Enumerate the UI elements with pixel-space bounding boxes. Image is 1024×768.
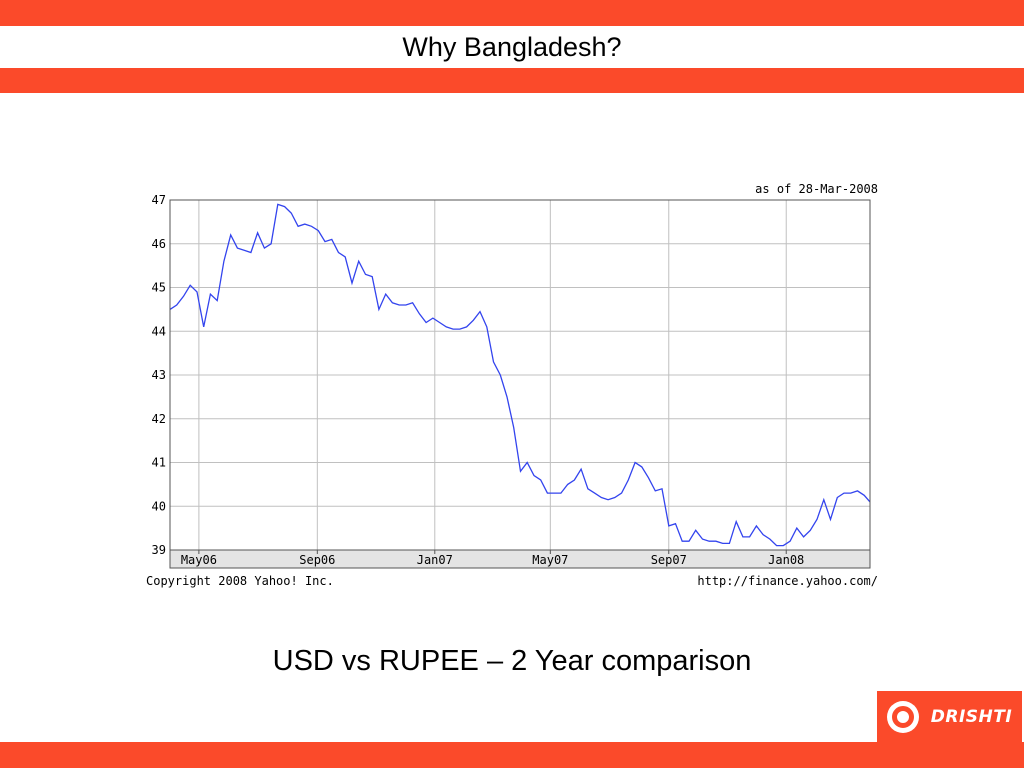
x-tick-label: May07 <box>532 553 568 567</box>
y-tick-label: 44 <box>152 324 166 338</box>
slide-subtitle: USD vs RUPEE – 2 Year comparison <box>272 645 752 677</box>
bottom-band <box>0 742 1024 768</box>
y-tick-label: 45 <box>152 281 166 295</box>
plot-frame <box>169 199 871 569</box>
x-tick-label: May06 <box>181 553 217 567</box>
top-thick-band <box>0 68 1024 93</box>
x-tick-label: Jan08 <box>768 553 804 567</box>
y-tick-label: 39 <box>152 543 166 557</box>
y-tick-label: 47 <box>152 193 166 207</box>
eye-ring <box>891 705 914 728</box>
y-tick-label: 41 <box>152 456 166 470</box>
x-tick-label: Sep06 <box>299 553 335 567</box>
copyright-note: Copyright 2008 Yahoo! Inc. <box>146 574 334 588</box>
drishti-eye-icon <box>886 700 919 733</box>
x-tick-label: Jan07 <box>417 553 453 567</box>
y-tick-label: 42 <box>152 412 166 426</box>
slide-title: Why Bangladesh? <box>402 32 622 62</box>
exchange-rate-chart: May06 Sep06 Jan07 May07 Sep07 Jan08 39 40 41 42 4… <box>146 182 878 588</box>
y-tick-label: 46 <box>152 237 166 251</box>
x-axis-band <box>169 549 871 569</box>
date-note: as of 28-Mar-2008 <box>755 182 878 196</box>
x-ticks: May06 Sep06 Jan07 May07 Sep07 Jan08 <box>181 550 804 567</box>
usd-inr-series-line <box>169 203 871 547</box>
y-tick-label: 43 <box>152 368 166 382</box>
drishti-logo: DRISHTI <box>877 691 1022 742</box>
logo-text: DRISHTI <box>930 706 1013 727</box>
top-thin-band <box>0 0 1024 26</box>
source-url: http://finance.yahoo.com/ <box>697 574 878 588</box>
x-tick-label: Sep07 <box>651 553 687 567</box>
y-ticks: 39 40 41 42 43 44 45 46 47 <box>152 193 166 557</box>
y-tick-label: 40 <box>152 499 166 513</box>
